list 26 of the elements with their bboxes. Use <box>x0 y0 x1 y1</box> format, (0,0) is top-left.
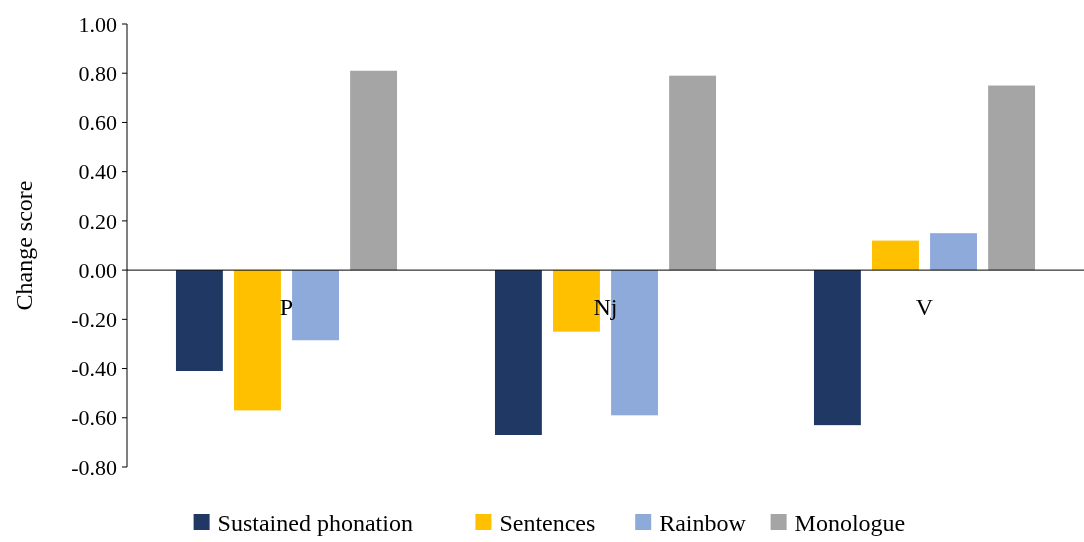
bar <box>930 233 977 271</box>
bar <box>350 70 398 271</box>
bar <box>813 270 861 426</box>
y-tick-label: 0.00 <box>78 257 117 283</box>
bar <box>872 240 919 271</box>
y-tick-label: 1.00 <box>78 11 117 37</box>
y-tick-label: -0.20 <box>71 307 117 333</box>
legend-label: Rainbow <box>659 510 747 537</box>
y-tick-label: -0.80 <box>71 454 117 480</box>
y-tick-label: -0.60 <box>71 405 117 431</box>
bar <box>988 85 1036 271</box>
legend-label: Sentences <box>499 510 596 537</box>
y-tick-label: 0.80 <box>78 60 117 86</box>
y-tick-label: -0.40 <box>71 356 117 382</box>
bar <box>669 75 717 271</box>
bar <box>494 270 542 436</box>
bar <box>234 270 281 411</box>
bar <box>292 270 339 341</box>
y-tick-label: 0.60 <box>78 110 117 136</box>
y-tick-label: 0.20 <box>78 208 117 234</box>
y-tick-label: 0.40 <box>78 159 117 185</box>
bar <box>175 270 223 372</box>
y-axis-title: Change score <box>11 180 37 311</box>
legend-label: Monologue <box>794 510 906 537</box>
x-tick-label: V <box>915 294 934 321</box>
legend-label: Sustained phonation <box>217 510 413 537</box>
